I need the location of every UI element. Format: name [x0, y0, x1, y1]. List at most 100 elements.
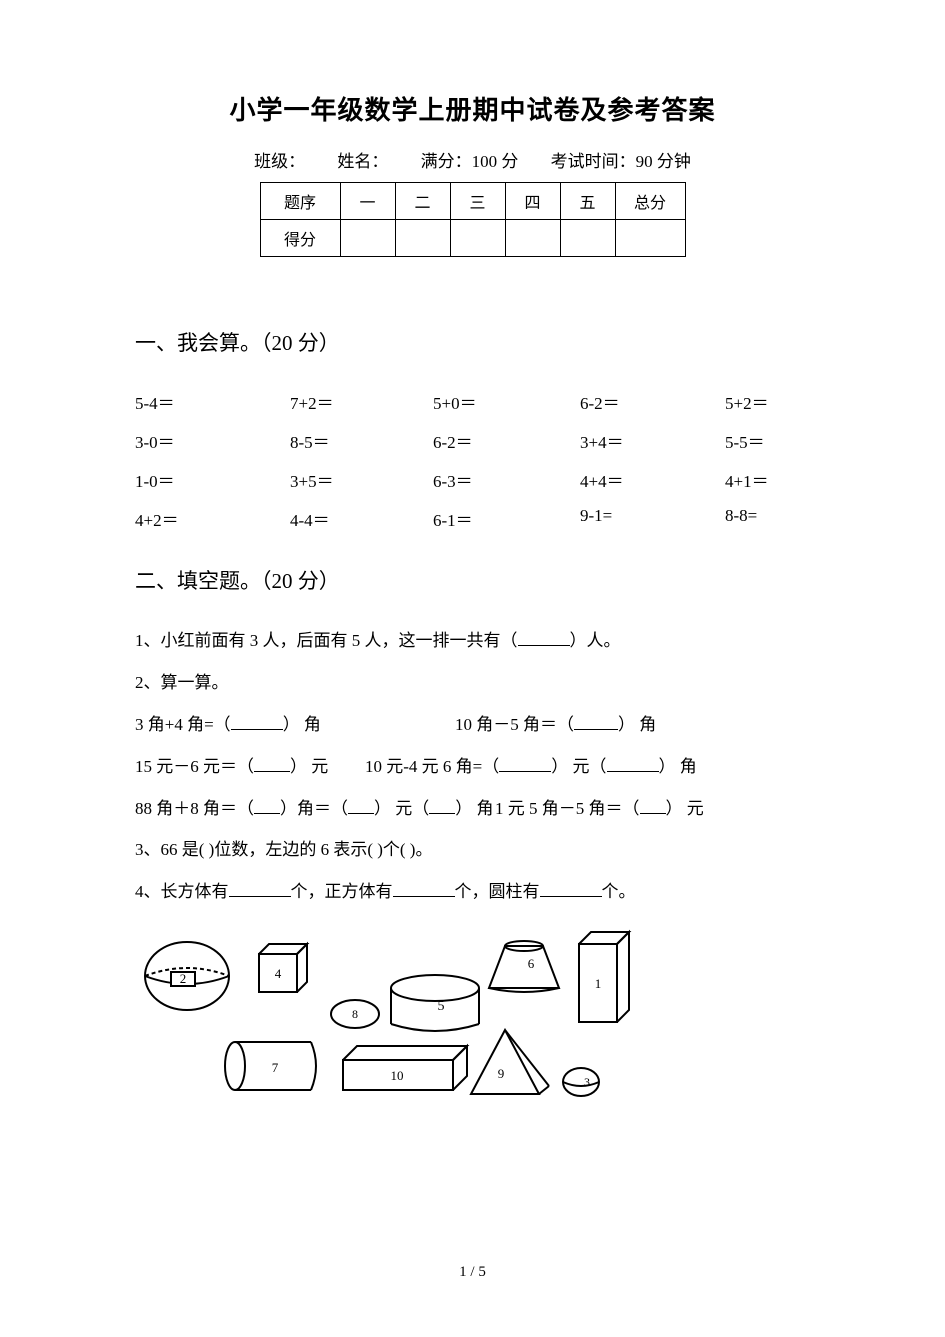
q2r1b: 10 角－5 角＝（ ） 角: [455, 711, 656, 740]
score-header: 五: [560, 183, 615, 220]
blank: [254, 795, 280, 814]
score-row1-label: 题序: [260, 183, 340, 220]
txt: 个。: [602, 882, 636, 901]
arith-cell: 6-2＝: [540, 389, 675, 414]
q3: 3、66 是( )位数，左边的 6 表示( )个( )。: [135, 836, 810, 865]
txt: 个，正方体有: [291, 882, 393, 901]
q2r3a: 88 角＋8 角＝（ ）角＝（ ） 元（ ） 角: [135, 795, 495, 824]
arith-cell: 7+2＝: [270, 389, 405, 414]
blank: [348, 795, 374, 814]
arith-cell: 4-4＝: [270, 506, 405, 531]
blank: [393, 879, 455, 898]
shapes-diagram: 2 4 8 5 6 1: [135, 926, 665, 1111]
q4: 4、长方体有 个，正方体有 个，圆柱有 个。: [135, 878, 810, 907]
txt: ） 元（: [374, 799, 429, 818]
score-header: 三: [450, 183, 505, 220]
page-number: 1 / 5: [0, 1264, 945, 1281]
score-cell: [560, 220, 615, 257]
svg-text:10: 10: [391, 1068, 404, 1083]
blank: [499, 753, 551, 772]
q2-row2: 15 元－6 元＝（） 元 10 元-4 元 6 角=（） 元（） 角: [135, 753, 810, 782]
txt: 4、长方体有: [135, 882, 229, 901]
arith-cell: 6-3＝: [405, 467, 540, 492]
txt: 10 角－5 角＝（: [455, 715, 574, 734]
svg-text:3: 3: [584, 1075, 590, 1089]
section2-title: 二、填空题。（20 分）: [135, 565, 810, 595]
arith-cell: 5-4＝: [135, 389, 270, 414]
time-label: 考试时间：90 分钟: [551, 152, 691, 171]
arith-cell: 5-5＝: [675, 428, 810, 453]
txt: ） 角: [659, 757, 697, 776]
txt: 88 角＋8 角＝（: [135, 799, 254, 818]
txt: ）角＝（: [280, 799, 348, 818]
arith-cell: 8-5＝: [270, 428, 405, 453]
txt: 个，圆柱有: [455, 882, 540, 901]
txt: ） 元（: [551, 757, 606, 776]
exam-info-line: 班级： 姓名： 满分：100 分 考试时间：90 分钟: [135, 147, 810, 172]
score-header: 二: [395, 183, 450, 220]
blank: [231, 711, 283, 730]
txt: ） 角: [455, 799, 493, 818]
q1: 1、小红前面有 3 人，后面有 5 人，这一排一共有（ ）人。: [135, 627, 810, 656]
exam-title: 小学一年级数学上册期中试卷及参考答案: [135, 90, 810, 127]
q2-head: 2、算一算。: [135, 669, 810, 698]
arith-cell: 6-1＝: [405, 506, 540, 531]
arith-cell: 4+4＝: [540, 467, 675, 492]
blank: [254, 753, 290, 772]
blank: [229, 879, 291, 898]
blank: [574, 711, 618, 730]
q1-text-b: ）人。: [570, 631, 621, 650]
q1-text: 1、小红前面有 3 人，后面有 5 人，这一排一共有（: [135, 631, 518, 650]
blank: [640, 795, 666, 814]
svg-text:2: 2: [180, 971, 187, 986]
txt: ） 元: [666, 799, 704, 818]
name-label: 姓名：: [337, 152, 388, 171]
txt: 3 角+4 角=（: [135, 715, 231, 734]
fullscore-label: 满分：100 分: [421, 152, 519, 171]
svg-text:7: 7: [272, 1060, 279, 1075]
arith-cell: 5+2＝: [675, 389, 810, 414]
q2r2a: 15 元－6 元＝（ ） 元: [135, 753, 365, 782]
q2r1a: 3 角+4 角=（） 角: [135, 711, 455, 740]
txt: ） 元: [290, 757, 328, 776]
blank: [518, 627, 570, 646]
svg-text:4: 4: [275, 966, 282, 981]
arith-cell: 3+5＝: [270, 467, 405, 492]
fill-block: 1、小红前面有 3 人，后面有 5 人，这一排一共有（ ）人。 2、算一算。 3 …: [135, 627, 810, 1116]
svg-text:5: 5: [438, 999, 445, 1014]
q2r2b: 10 元-4 元 6 角=（） 元（） 角: [365, 753, 697, 782]
arith-cell: 1-0＝: [135, 467, 270, 492]
svg-text:9: 9: [498, 1066, 505, 1081]
score-header: 四: [505, 183, 560, 220]
arith-cell: 3+4＝: [540, 428, 675, 453]
score-cell: [615, 220, 685, 257]
q2-row1: 3 角+4 角=（） 角 10 角－5 角＝（ ） 角: [135, 711, 810, 740]
blank: [540, 879, 602, 898]
q2-row3: 88 角＋8 角＝（ ）角＝（ ） 元（ ） 角 1 元 5 角－5 角＝（ ） 元: [135, 795, 810, 824]
arith-cell: 4+1＝: [675, 467, 810, 492]
arith-cell: 8-8=: [675, 506, 810, 531]
svg-text:8: 8: [352, 1007, 358, 1021]
score-header: 总分: [615, 183, 685, 220]
score-table: 题序 一 二 三 四 五 总分 得分: [260, 182, 686, 257]
txt: 15 元－6 元＝（: [135, 757, 254, 776]
blank: [607, 753, 659, 772]
txt: 1 元 5 角－5 角＝（: [495, 799, 640, 818]
blank: [429, 795, 455, 814]
svg-text:1: 1: [595, 976, 602, 991]
score-cell: [505, 220, 560, 257]
svg-text:6: 6: [528, 956, 535, 971]
score-header: 一: [340, 183, 395, 220]
arith-cell: 5+0＝: [405, 389, 540, 414]
arith-cell: 3-0＝: [135, 428, 270, 453]
arithmetic-grid: 5-4＝ 7+2＝ 5+0＝ 6-2＝ 5+2＝ 3-0＝ 8-5＝ 6-2＝ …: [135, 389, 810, 531]
arith-cell: 4+2＝: [135, 506, 270, 531]
section1-title: 一、我会算。（20 分）: [135, 327, 810, 357]
arith-cell: 6-2＝: [405, 428, 540, 453]
score-row2-label: 得分: [260, 220, 340, 257]
txt: ） 角: [618, 715, 656, 734]
q2r3b: 1 元 5 角－5 角＝（ ） 元: [495, 795, 704, 824]
score-cell: [340, 220, 395, 257]
arith-cell: 9-1=: [540, 506, 675, 531]
class-label: 班级：: [254, 152, 305, 171]
